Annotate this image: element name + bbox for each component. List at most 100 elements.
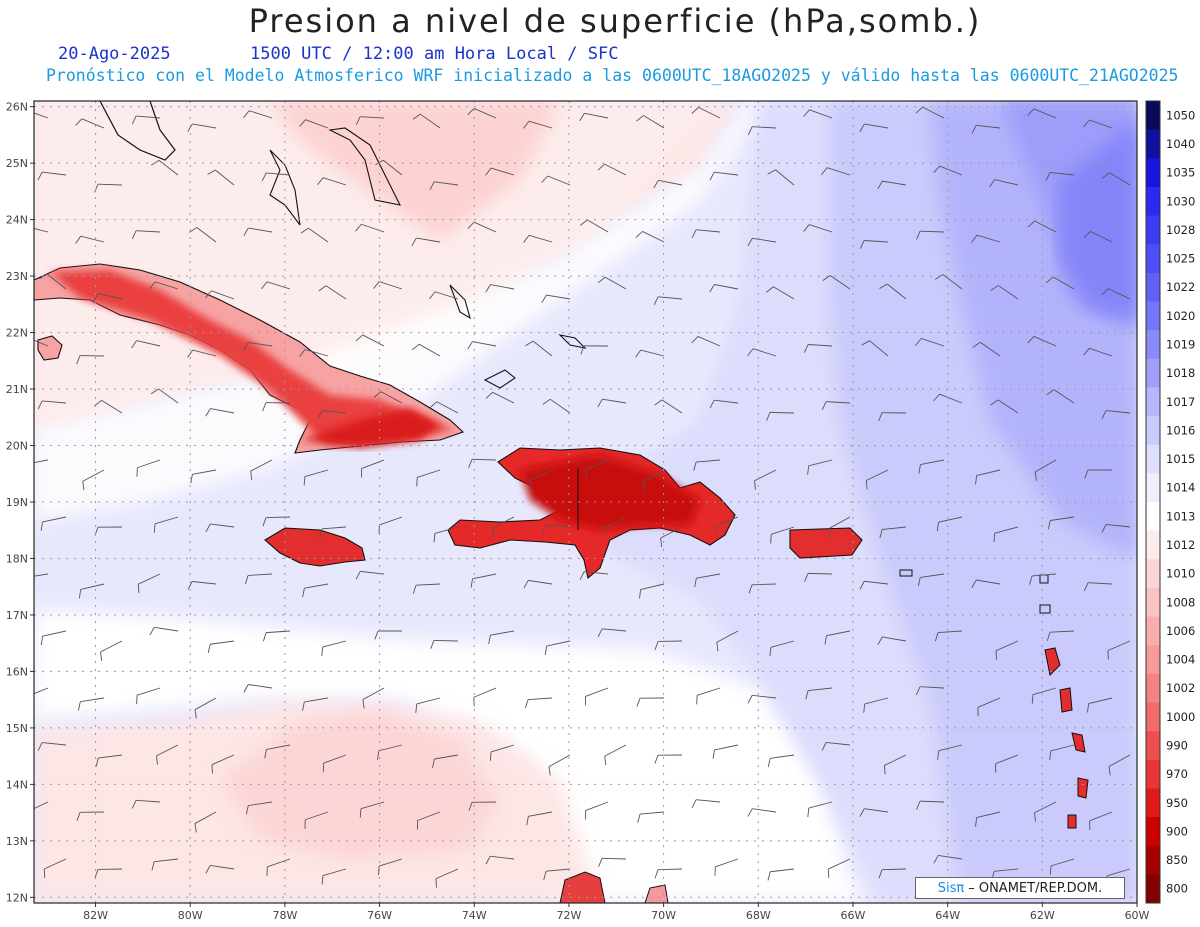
- lat-label: 24N: [6, 214, 28, 227]
- wind-barb: [158, 388, 179, 404]
- wind-barb: [714, 284, 739, 290]
- wind-barb: [1034, 801, 1057, 814]
- colorbar-label: 1014: [1166, 481, 1195, 495]
- wind-barb: [305, 119, 329, 129]
- colorbar-swatch: [1146, 616, 1160, 646]
- wind-barb: [304, 469, 329, 477]
- wind-barb: [1032, 687, 1057, 696]
- lat-label: 19N: [6, 496, 28, 509]
- wind-barb: [980, 341, 1001, 357]
- colorbar-swatch: [1146, 101, 1160, 131]
- colorbar-swatch: [1146, 244, 1160, 274]
- wind-barb: [884, 754, 907, 766]
- wind-barb: [976, 579, 1001, 585]
- wind-barb: [882, 636, 907, 642]
- wind-barb: [192, 123, 217, 129]
- lon-label: 78W: [272, 909, 297, 922]
- wind-barb: [42, 171, 67, 176]
- lat-label: 13N: [6, 835, 28, 848]
- wind-barb: [42, 742, 67, 746]
- wind-barb: [434, 526, 459, 534]
- wind-barb: [34, 801, 49, 809]
- wind-barb: [826, 742, 851, 746]
- colorbar-swatch: [1146, 416, 1160, 446]
- colorbar-swatch: [1146, 702, 1160, 732]
- map-title: Presion a nivel de superficie (hPa,somb.…: [248, 2, 982, 40]
- wind-barb: [658, 296, 683, 300]
- wind-barb: [546, 294, 571, 300]
- colorbar-swatch: [1146, 301, 1160, 331]
- wind-barb: [827, 167, 851, 176]
- colorbar-swatch: [1146, 215, 1160, 245]
- wind-barb: [490, 630, 515, 636]
- wind-barb: [546, 640, 571, 647]
- wind-barb: [382, 159, 403, 176]
- wind-barb: [602, 398, 627, 404]
- wind-barb: [434, 754, 459, 760]
- wind-barb: [864, 697, 889, 705]
- colorbar-swatch: [1146, 587, 1160, 618]
- wind-barb: [546, 868, 571, 872]
- wind-barb: [696, 573, 721, 579]
- lat-label: 23N: [6, 270, 28, 283]
- lat-label: 16N: [6, 665, 28, 678]
- wind-barb: [210, 864, 235, 870]
- wind-barb: [994, 179, 1019, 186]
- wind-barb: [248, 573, 273, 576]
- wind-barb: [472, 573, 497, 580]
- wind-barb: [323, 754, 347, 764]
- lon-label: 70W: [651, 909, 676, 922]
- wind-barb: [362, 334, 385, 347]
- wind-barb: [138, 573, 161, 585]
- wind-barb: [248, 341, 273, 347]
- wind-barb: [361, 223, 385, 233]
- wind-barb: [976, 469, 1001, 477]
- colorbar-swatch: [1146, 330, 1160, 360]
- wind-barb: [864, 240, 889, 243]
- colorbar-swatch: [1146, 502, 1160, 532]
- wind-barb: [210, 640, 235, 645]
- wind-barb: [584, 112, 609, 119]
- wind-barb: [882, 180, 907, 186]
- wind-barb: [938, 516, 963, 523]
- wind-barb: [1109, 172, 1131, 186]
- wind-barb: [1050, 171, 1075, 176]
- wind-barb: [828, 858, 851, 870]
- wind-barb: [922, 106, 945, 119]
- wind-barb: [1088, 582, 1113, 585]
- wind-barb: [322, 640, 347, 648]
- wind-barb: [751, 583, 777, 586]
- wind-barb: [379, 516, 403, 526]
- wind-barb: [939, 165, 963, 176]
- wind-barb: [938, 744, 963, 752]
- wind-barb: [550, 398, 571, 414]
- wind-barb: [919, 230, 945, 233]
- wind-barb: [473, 107, 497, 119]
- wind-barb: [378, 858, 403, 867]
- colorbar-label: 1012: [1166, 538, 1195, 552]
- wind-barb: [417, 469, 441, 478]
- lat-label: 12N: [6, 891, 28, 904]
- wind-barb: [886, 283, 907, 300]
- wind-barb: [995, 754, 1019, 765]
- lat-label: 15N: [6, 722, 28, 735]
- credit-box: Sisπ – ONAMET/REP.DOM.: [915, 877, 1125, 899]
- wind-barb: [194, 811, 217, 824]
- wind-barb: [584, 571, 609, 575]
- wind-barb: [769, 411, 795, 414]
- colorbar-label: 1019: [1166, 337, 1195, 351]
- wind-barb: [657, 868, 683, 871]
- colorbar-swatch: [1146, 129, 1160, 159]
- colorbar-label: 1018: [1166, 366, 1195, 380]
- wind-barb: [809, 109, 833, 119]
- wind-barb: [361, 459, 385, 469]
- wind-barb: [770, 640, 795, 648]
- colorbar-label: 1050: [1166, 108, 1195, 122]
- colorbar-swatch: [1146, 788, 1160, 818]
- wind-barb: [434, 181, 459, 186]
- wind-barb: [997, 399, 1019, 414]
- wind-barb: [1106, 410, 1131, 414]
- wind-barb: [808, 801, 833, 809]
- wind-barb: [920, 459, 945, 465]
- wind-barb: [420, 113, 441, 129]
